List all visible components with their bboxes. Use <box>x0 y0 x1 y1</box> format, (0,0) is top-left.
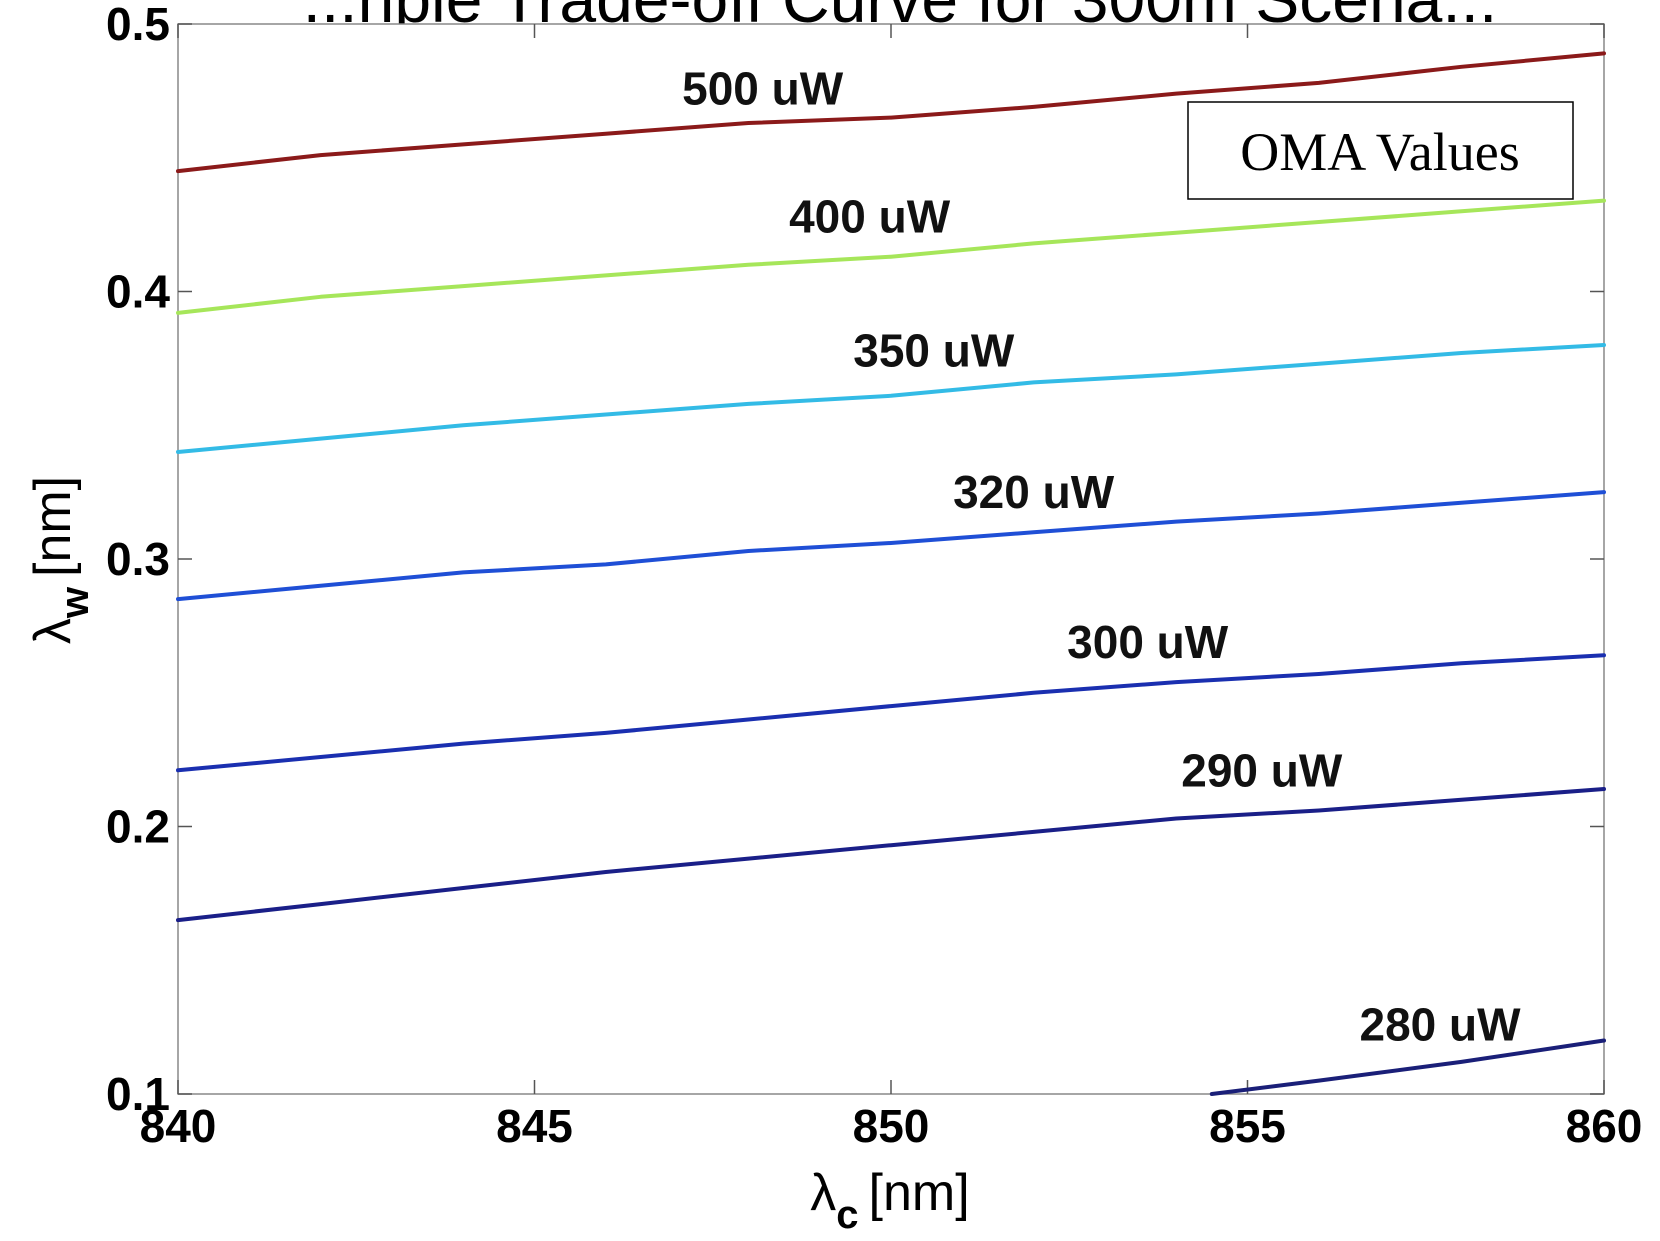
legend-text: OMA Values <box>1240 122 1520 182</box>
y-tick-label: 0.4 <box>106 266 170 318</box>
contour-line-2 <box>176 198 1606 315</box>
contour-line-1 <box>176 51 1606 174</box>
contour-line-4 <box>176 490 1606 602</box>
contour-lines <box>176 51 1606 1096</box>
contour-label-1: 500 uW <box>682 62 844 114</box>
y-axis: 0.1 0.2 0.3 0.4 0.5 <box>106 0 1604 1120</box>
x-tick-label: 855 <box>1209 1100 1286 1152</box>
plot-area <box>177 23 1605 1095</box>
contour-label-7: 280 uW <box>1359 999 1521 1051</box>
y-tick-label: 0.2 <box>106 801 170 853</box>
y-axis-symbol: λ <box>24 618 82 644</box>
contour-line-5 <box>176 653 1606 773</box>
y-tick-label: 0.1 <box>106 1068 170 1120</box>
x-axis-unit: [nm] <box>869 1164 970 1222</box>
contour-line-6 <box>176 787 1606 923</box>
x-tick-label: 845 <box>496 1100 573 1152</box>
contour-label-2: 400 uW <box>789 191 951 243</box>
y-axis-unit: [nm] <box>24 476 82 577</box>
y-axis-label: λw [nm] <box>24 476 97 644</box>
contour-label-4: 320 uW <box>953 466 1115 518</box>
x-axis-label: λc [nm] <box>810 1164 969 1237</box>
x-tick-label: 850 <box>853 1100 930 1152</box>
x-axis-symbol: λ <box>810 1164 836 1222</box>
contour-label-5: 300 uW <box>1067 616 1229 668</box>
y-tick-label: 0.3 <box>106 533 170 585</box>
legend-box: OMA Values <box>1187 101 1574 200</box>
contour-line-7 <box>1209 1038 1606 1096</box>
contour-labels: 500 uW 400 uW 350 uW 320 uW 300 uW 290 uW 280 … <box>682 62 1521 1050</box>
y-axis-subscript: w <box>53 586 97 619</box>
y-tick-label: 0.5 <box>106 0 170 50</box>
contour-label-6: 290 uW <box>1181 744 1343 796</box>
x-tick-label: 840 <box>140 1100 217 1152</box>
contour-label-3: 350 uW <box>853 324 1015 376</box>
x-axis: 840 845 850 855 860 <box>140 24 1643 1152</box>
x-axis-subscript: c <box>836 1193 858 1237</box>
contour-line-3 <box>176 343 1606 454</box>
x-tick-label: 860 <box>1566 1100 1643 1152</box>
